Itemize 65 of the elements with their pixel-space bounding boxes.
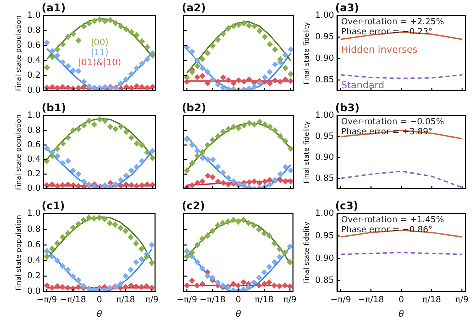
x-tick-label: −π/18 [200, 295, 226, 306]
x-tick-label: −π/18 [60, 295, 86, 306]
y-tick-label: 0.95 [315, 32, 334, 43]
chart-title: (c2) [182, 200, 206, 212]
series-label: Hidden inverses [341, 44, 418, 56]
x-axis-title: θ [398, 310, 405, 320]
y-tick-label: 1.00 [315, 111, 334, 122]
x-tick-label: π/9 [283, 295, 297, 306]
x-tick-label: 0 [236, 295, 242, 306]
series-label: |00⟩ [90, 38, 109, 48]
y-tick-label: 0.90 [315, 152, 334, 163]
chart-title: (b1) [42, 102, 66, 114]
chart-title: (c3) [335, 200, 358, 212]
annotation: Over-rotation = +2.25% [341, 17, 444, 28]
y-tick-label: 1.00 [315, 209, 334, 220]
x-tick-label: 0 [96, 295, 102, 306]
chart-title: (a2) [182, 2, 206, 14]
y-tick-label: 0.90 [315, 254, 334, 264]
series-label: |01⟩&|10⟩ [78, 58, 122, 68]
x-tick-label: π/18 [255, 295, 274, 306]
y-tick-label: 0.95 [315, 132, 334, 142]
y-tick-label: 1.0 [27, 111, 41, 122]
series-label: Standard [341, 80, 385, 92]
x-tick-label: −π/9 [176, 295, 198, 306]
chart-title: (b2) [182, 102, 206, 114]
chart-title: (c1) [42, 200, 66, 212]
y-tick-label: 0.4 [27, 56, 41, 66]
chart-title: (a3) [335, 2, 360, 14]
y-tick-label: 0.0 [27, 86, 41, 96]
x-tick-label: 0 [398, 295, 404, 306]
y-tick-label: 0.2 [27, 71, 41, 82]
x-axis-title: θ [236, 310, 242, 320]
y-tick-label: 0.4 [27, 155, 41, 166]
y-tick-label: 0.0 [27, 184, 41, 194]
y-tick-label: 0.6 [27, 240, 41, 250]
x-tick-label: π/18 [116, 295, 136, 306]
x-axis-title: θ [96, 310, 103, 320]
x-tick-label: −π/18 [358, 295, 384, 306]
x-tick-label: −π/9 [330, 295, 352, 306]
annotation: Over-rotation = +1.45% [341, 215, 444, 226]
y-tick-label: 0.2 [27, 170, 41, 180]
y-tick-label: 0.95 [315, 231, 334, 242]
y-tick-label: 1.0 [27, 209, 41, 220]
y-tick-label: 0.85 [315, 174, 334, 184]
y-tick-label: 0.8 [27, 26, 41, 36]
chart-title: (a1) [42, 2, 66, 14]
y-tick-label: 0.8 [27, 224, 41, 235]
chart-title: (b3) [335, 102, 360, 114]
y-tick-label: 0.85 [315, 75, 334, 86]
y-tick-label: 0.8 [27, 126, 41, 136]
annotation: Over-rotation = −0.05% [341, 117, 444, 128]
x-tick-label: π/9 [145, 295, 159, 306]
x-tick-label: −π/9 [36, 295, 58, 306]
series-label: |11⟩ [90, 48, 109, 58]
x-tick-label: π/18 [422, 295, 442, 306]
y-tick-label: 0.0 [27, 287, 41, 298]
y-tick-label: 1.00 [315, 11, 334, 22]
x-tick-label: π/9 [455, 295, 469, 306]
y-tick-label: 1.0 [27, 11, 41, 22]
y-tick-label: 0.6 [27, 140, 41, 150]
y-tick-label: 0.6 [27, 41, 41, 52]
y-tick-label: 0.90 [315, 54, 334, 64]
y-tick-label: 0.4 [27, 256, 41, 266]
y-tick-label: 0.85 [315, 276, 334, 286]
y-tick-label: 0.2 [27, 272, 41, 282]
